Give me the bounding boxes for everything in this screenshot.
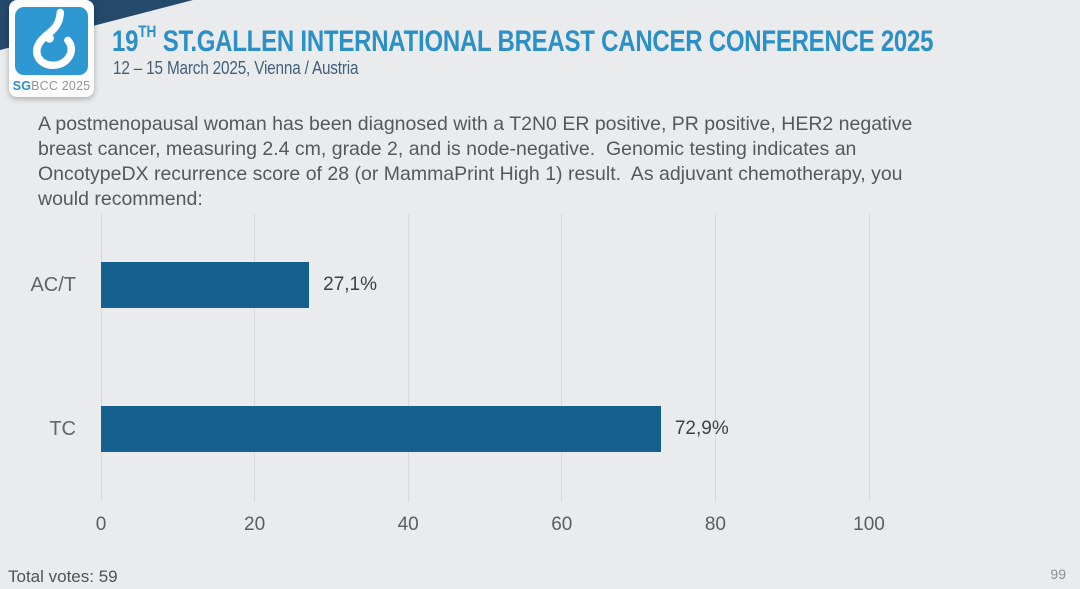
x-tick-label: 20: [244, 514, 266, 535]
value-label: 27,1%: [323, 274, 377, 295]
gridline: [561, 214, 563, 502]
title-ordinal: TH: [138, 22, 157, 41]
question-text: A postmenopausal woman has been diagnose…: [38, 112, 912, 212]
title-text: ST.GALLEN INTERNATIONAL BREAST CANCER CO…: [156, 25, 934, 58]
gridline: [714, 214, 716, 502]
total-votes: Total votes: 59: [8, 567, 118, 586]
category-label: TC: [49, 418, 76, 440]
x-tick-label: 60: [551, 514, 573, 535]
gridline: [868, 214, 870, 502]
x-tick-label: 100: [853, 514, 885, 535]
question-line: OncotypeDX recurrence score of 28 (or Ma…: [38, 163, 903, 185]
logo-caption-rest: BCC 2025: [31, 78, 91, 93]
page-number: 99: [1050, 566, 1066, 582]
x-tick-label: 40: [397, 514, 419, 535]
gridline: [254, 214, 256, 502]
value-label: 72,9%: [674, 418, 729, 439]
bar-ac-t: [101, 262, 310, 308]
breast-drop-icon: [33, 8, 76, 70]
logo-caption-sg: SG: [12, 78, 32, 93]
question-line: breast cancer, measuring 2.4 cm, grade 2…: [38, 138, 857, 160]
category-label: AC/T: [30, 274, 76, 296]
x-tick-label: 80: [704, 514, 726, 535]
x-tick-label: 0: [95, 514, 107, 535]
logo-caption: SGBCC 2025: [11, 78, 93, 93]
sgbcc-logo: SGBCC 2025: [9, 0, 94, 97]
gridline: [100, 214, 102, 502]
conference-title: 19TH ST.GALLEN INTERNATIONAL BREAST CANC…: [112, 22, 934, 59]
conference-date-location: 12 – 15 March 2025, Vienna / Austria: [113, 58, 359, 78]
bar-tc: [101, 406, 661, 452]
logo-tile: [15, 7, 88, 75]
title-number: 19: [112, 25, 139, 58]
question-line: would recommend:: [38, 188, 203, 210]
question-line: A postmenopausal woman has been diagnose…: [38, 113, 913, 135]
gridline: [407, 214, 409, 502]
